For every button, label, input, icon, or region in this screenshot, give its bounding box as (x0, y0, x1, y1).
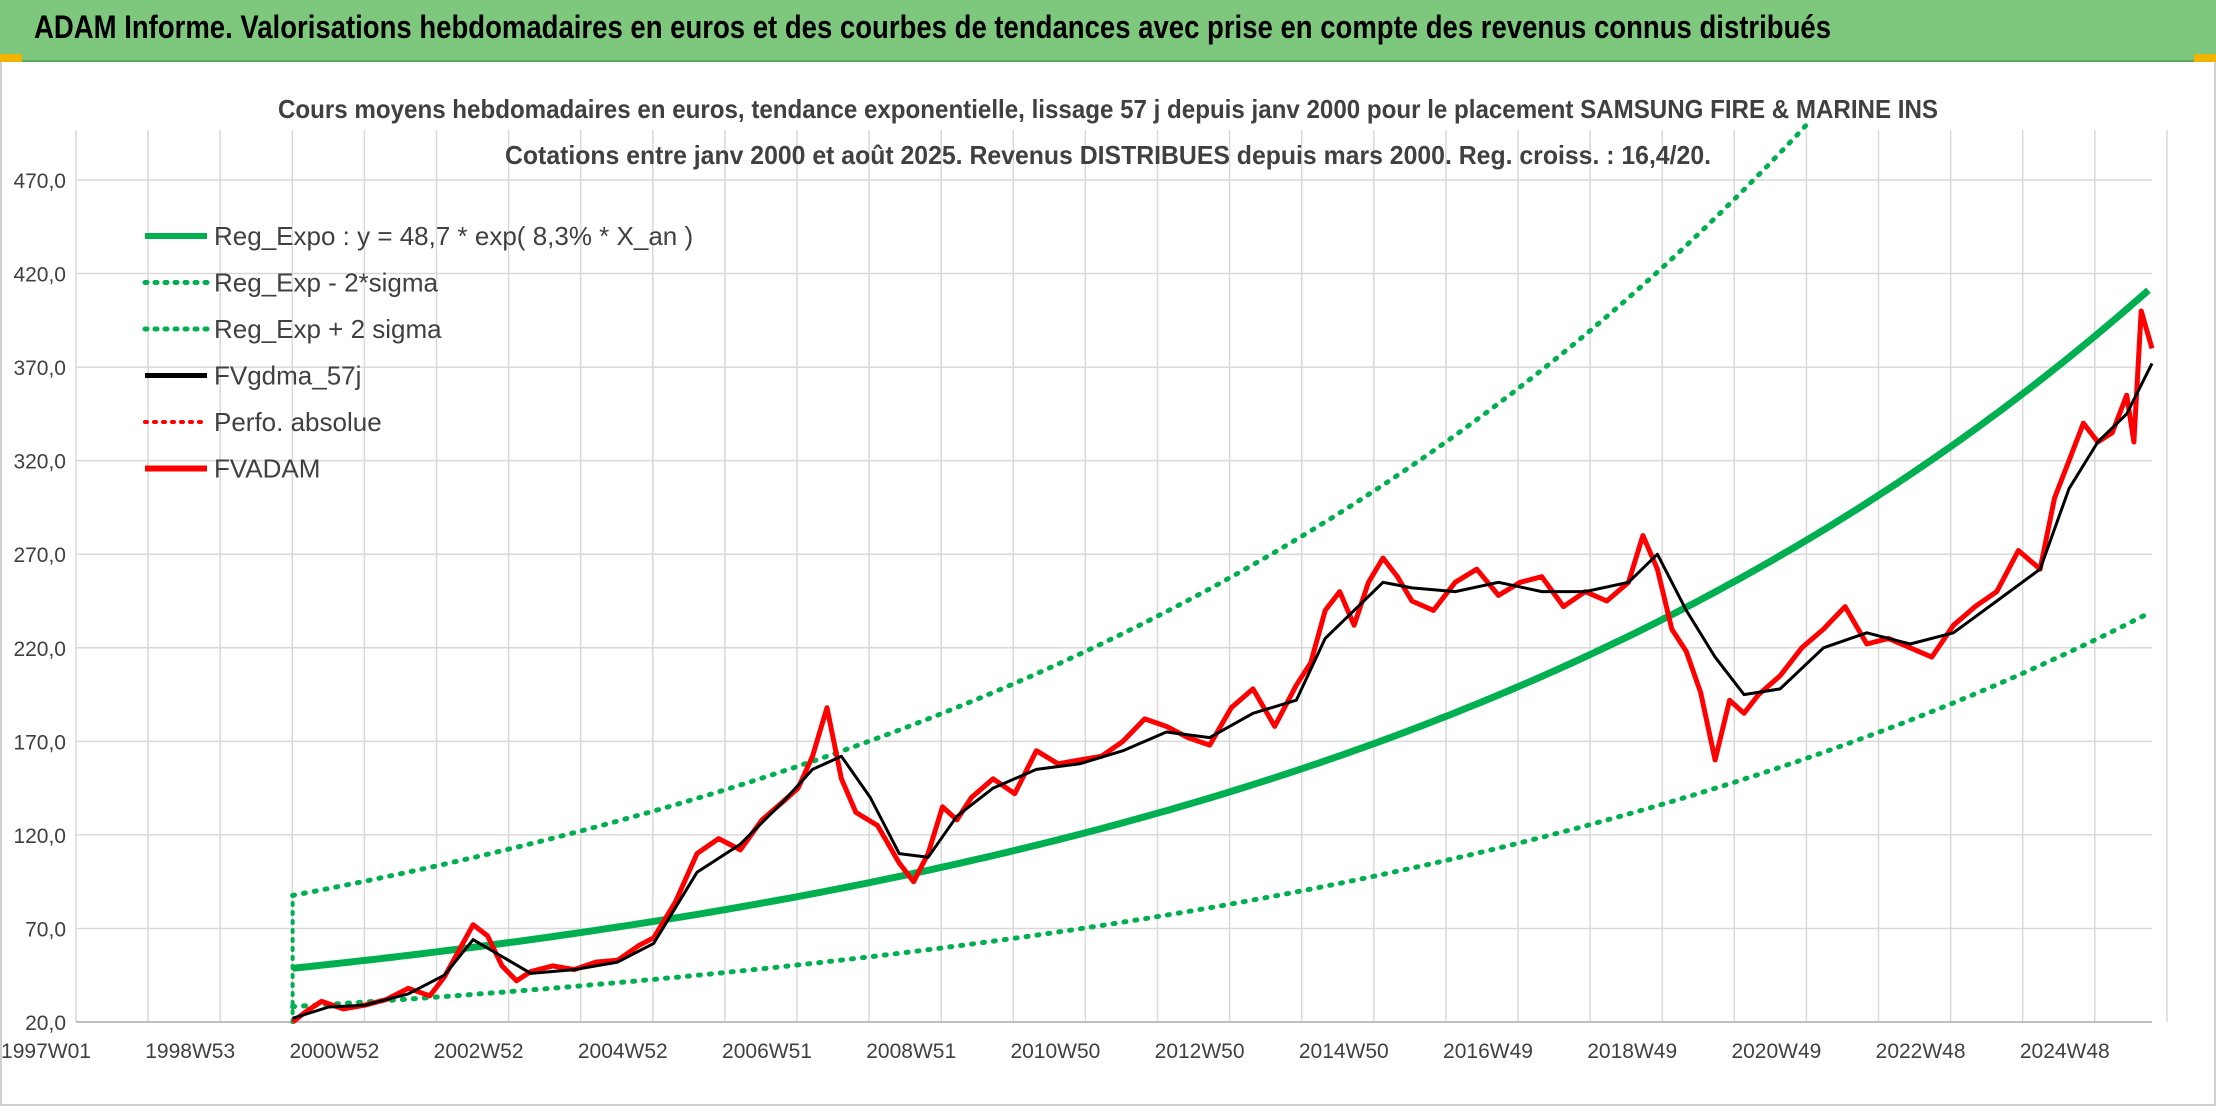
y-tick-label: 420,0 (13, 264, 66, 287)
x-tick-label: 2010W50 (1010, 1040, 1100, 1063)
y-tick-label: 20,0 (25, 1012, 66, 1035)
x-tick-label: 2024W48 (2020, 1040, 2110, 1063)
x-tick-label: 2012W50 (1155, 1040, 1245, 1063)
y-tick-label: 370,0 (13, 357, 66, 380)
legend: Reg_Expo : y = 48,7 * exp( 8,3% * X_an )… (142, 221, 693, 484)
y-tick-label: 320,0 (13, 451, 66, 474)
x-tick-label: 2008W51 (866, 1040, 956, 1063)
x-tick-label: 2004W52 (578, 1040, 668, 1063)
chart-frame (0, 62, 2216, 1106)
x-tick-label: 2014W50 (1299, 1040, 1389, 1063)
legend-label: Reg_Exp - 2*sigma (214, 268, 439, 298)
y-tick-label: 270,0 (13, 544, 66, 567)
x-tick-label: 2002W52 (434, 1040, 524, 1063)
x-axis: 1997W01 1998W53 2000W52 2002W52 2004W52 2006W… (1, 1040, 2110, 1063)
reg-expo-line (292, 287, 2151, 972)
y-tick-label: 170,0 (13, 731, 66, 754)
y-tick-label: 470,0 (13, 170, 66, 193)
x-tick-label: 2006W51 (722, 1040, 812, 1063)
reg-exp-plus-2sigma-line (290, 119, 1812, 898)
report-banner: ADAM Informe. Valorisations hebdomadaire… (0, 0, 2216, 62)
x-tick-label: 2016W49 (1443, 1040, 1533, 1063)
y-axis: 20,0 70,0 120,0 170,0 220,0 270,0 320,0 370,0 42… (13, 170, 66, 1035)
x-tick-label: 1997W01 (1, 1040, 91, 1063)
legend-label: FVgdma_57j (214, 361, 361, 391)
grid-layer (75, 130, 2168, 1023)
legend-label: Reg_Expo : y = 48,7 * exp( 8,3% * X_an ) (214, 221, 693, 251)
x-tick-label: 1998W53 (145, 1040, 235, 1063)
chart-subtitle: Cotations entre janv 2000 et août 2025. … (505, 140, 1711, 170)
reg-exp-minus-2sigma-line (290, 610, 2151, 1010)
x-tick-label: 2000W52 (289, 1040, 379, 1063)
series-layer (290, 119, 2155, 1024)
y-tick-label: 120,0 (13, 825, 66, 848)
left-corner-accent (0, 54, 22, 62)
legend-label: Reg_Exp + 2 sigma (214, 314, 442, 344)
banner-title: ADAM Informe. Valorisations hebdomadaire… (34, 9, 1831, 45)
chart-title: Cours moyens hebdomadaires en euros, ten… (278, 94, 1938, 124)
y-tick-label: 70,0 (25, 918, 66, 941)
x-tick-label: 2020W49 (1731, 1040, 1821, 1063)
fvgdma-57j-line (292, 362, 2154, 1020)
legend-label: Perfo. absolue (214, 407, 382, 437)
legend-label: FVADAM (214, 454, 320, 484)
fvadam-line (291, 308, 2155, 1024)
x-tick-label: 2018W49 (1587, 1040, 1677, 1063)
y-tick-label: 220,0 (13, 638, 66, 661)
x-tick-label: 2022W48 (1876, 1040, 1966, 1063)
right-corner-accent (2194, 54, 2216, 62)
